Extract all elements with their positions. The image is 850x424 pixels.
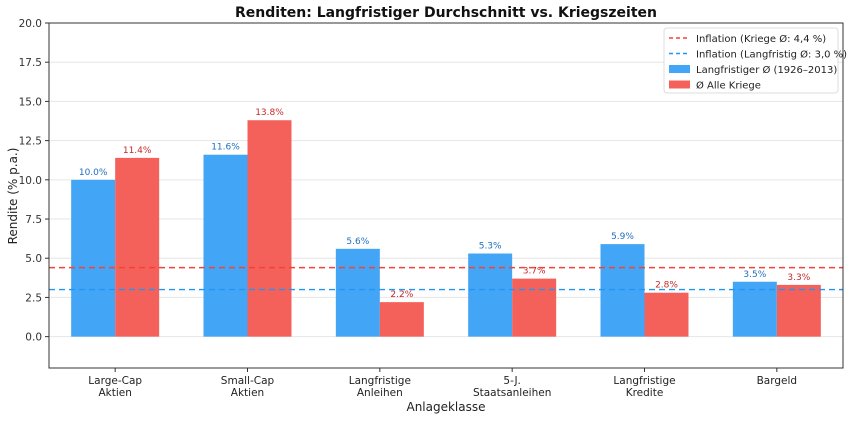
legend-label: Inflation (Langfristig Ø: 3,0 %) — [696, 49, 847, 61]
legend-label: Inflation (Kriege Ø: 4,4 %) — [696, 33, 826, 45]
y-axis-label: Rendite (% p.a.) — [6, 148, 20, 245]
x-tick-label: Bargeld — [757, 375, 797, 387]
bar-data-label: 3.7% — [523, 267, 546, 277]
bar-data-label: 11.4% — [123, 146, 152, 156]
y-tick-label: 0.0 — [25, 332, 42, 344]
bar — [732, 281, 777, 337]
legend — [663, 27, 839, 94]
bar — [203, 154, 248, 337]
y-tick-label: 20.0 — [19, 18, 42, 30]
bar — [600, 244, 645, 337]
bar — [644, 292, 689, 337]
x-axis-label: Anlageklasse — [406, 400, 485, 414]
x-tick-label: Langfristige — [349, 375, 411, 387]
legend-label: Langfristiger Ø (1926–2013) — [696, 64, 837, 76]
chart-title: Renditen: Langfristiger Durchschnitt vs.… — [235, 5, 657, 21]
legend-color-swatch — [669, 80, 690, 89]
y-tick-label: 10.0 — [19, 175, 42, 187]
bar-data-label: 5.6% — [346, 237, 369, 247]
x-tick-label: Aktien — [231, 387, 264, 399]
bar-data-label: 10.0% — [79, 168, 108, 178]
bar-data-label: 2.8% — [655, 281, 678, 291]
y-tick-label: 2.5 — [25, 292, 42, 304]
bar — [71, 179, 116, 337]
bar — [512, 278, 557, 337]
bar — [115, 157, 160, 337]
x-tick-label: Langfristige — [613, 375, 675, 387]
x-tick-label: Staatsanleihen — [473, 387, 551, 399]
bar-data-label: 13.8% — [255, 108, 284, 118]
y-tick-label: 15.0 — [19, 96, 42, 108]
legend-color-swatch — [669, 65, 690, 73]
bar-data-label: 11.6% — [211, 143, 240, 153]
x-tick-label: Aktien — [98, 387, 131, 399]
x-tick-label: Large-Cap — [88, 375, 142, 387]
bar-data-label: 2.2% — [390, 290, 413, 300]
y-tick-label: 7.5 — [25, 214, 42, 226]
bar — [379, 302, 424, 337]
legend-label: Ø Alle Kriege — [696, 80, 761, 92]
x-tick-label: 5-J. — [503, 375, 521, 387]
y-tick-label: 12.5 — [19, 136, 42, 148]
bar-data-label: 5.9% — [611, 232, 634, 242]
plot-frame — [48, 22, 844, 369]
x-tick-label: Anleihen — [357, 387, 403, 399]
bar-data-label: 5.3% — [479, 242, 502, 252]
x-tick-label: Kredite — [626, 387, 664, 399]
y-tick-label: 5.0 — [25, 253, 42, 265]
bar-data-label: 3.3% — [787, 273, 810, 283]
x-tick-label: Small-Cap — [221, 375, 275, 387]
bar-data-label: 3.5% — [743, 270, 766, 280]
bar — [776, 284, 821, 337]
bar — [247, 120, 292, 337]
bar — [335, 248, 380, 337]
bar — [468, 253, 513, 337]
y-tick-label: 17.5 — [19, 57, 42, 69]
